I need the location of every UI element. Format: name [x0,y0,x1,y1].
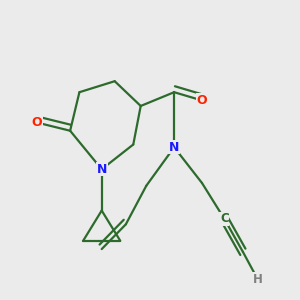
Text: C: C [220,212,229,225]
Text: H: H [253,273,263,286]
Text: N: N [169,141,179,154]
Text: O: O [32,116,42,129]
Text: O: O [197,94,207,107]
Text: N: N [97,163,107,176]
